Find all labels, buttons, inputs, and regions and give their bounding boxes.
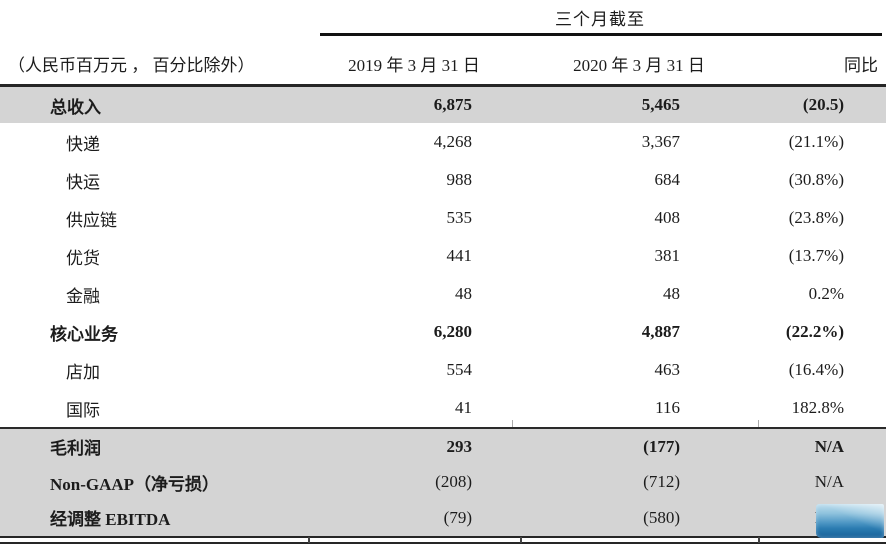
period-underline-rule <box>320 33 882 36</box>
value-2020: 408 <box>654 208 681 227</box>
value-2019: 554 <box>446 360 473 379</box>
value-2020: 48 <box>663 284 680 303</box>
unit-note: （人民币百万元 ， 百分比除外） <box>8 55 255 75</box>
value-yoy: N/A <box>814 436 844 456</box>
value-2020: 5,465 <box>641 95 680 114</box>
value-2020: 463 <box>654 360 681 379</box>
row-label: 国际 <box>66 400 100 420</box>
row-label: Non-GAAP（净亏损） <box>50 474 220 494</box>
table-row-express: 快递 4,268 3,367 (21.1%) <box>0 123 886 161</box>
value-2020: 4,887 <box>641 322 680 341</box>
table-row-non-gaap-net-loss: Non-GAAP（净亏损） (208) (712) N/A <box>0 465 886 501</box>
value-2019: 535 <box>446 208 473 227</box>
value-2020: 684 <box>654 170 681 189</box>
value-2019: 48 <box>455 284 472 303</box>
value-yoy: N/A <box>814 472 844 492</box>
value-2019: 41 <box>455 398 472 417</box>
value-yoy: (22.2%) <box>785 322 844 341</box>
value-2019: 4,268 <box>433 132 472 151</box>
table-row-core-business: 核心业务 6,280 4,887 (22.2%) <box>0 313 886 351</box>
row-label: 供应链 <box>66 210 117 230</box>
column-header-2020: 2020 年 3 月 31 日 <box>573 55 705 75</box>
value-2019: 988 <box>446 170 473 189</box>
column-header-yoy: 同比 <box>844 55 878 75</box>
row-label: 毛利润 <box>50 439 101 459</box>
row-label: 店加 <box>66 362 100 382</box>
table-row-total-revenue: 总收入 6,875 5,465 (20.5) <box>0 87 886 123</box>
value-yoy: 182.8% <box>791 398 844 417</box>
header-bottom-rule <box>0 84 886 87</box>
value-2019: (208) <box>435 472 472 492</box>
value-yoy: (16.4%) <box>788 360 844 379</box>
value-yoy: (20.5) <box>802 95 844 114</box>
period-title: 三个月截至 <box>555 10 645 29</box>
column-header-2019: 2019 年 3 月 31 日 <box>348 55 480 75</box>
value-2019: 293 <box>446 436 473 456</box>
value-yoy: (30.8%) <box>788 170 844 189</box>
value-2020: (177) <box>643 436 680 456</box>
row-label: 快递 <box>66 134 100 154</box>
column-divider-tick <box>758 420 759 427</box>
value-2019: (79) <box>443 507 472 527</box>
row-label: 经调整 EBITDA <box>50 510 171 530</box>
value-2020: 3,367 <box>641 132 680 151</box>
summary-section: 毛利润 293 (177) N/A Non-GAAP（净亏损） (208) (7… <box>0 427 886 536</box>
row-label: 优货 <box>66 248 100 268</box>
row-label: 总收入 <box>50 97 101 117</box>
column-divider-tick <box>512 420 513 427</box>
table-row-adjusted-ebitda: 经调整 EBITDA (79) (580) N/A <box>0 500 886 536</box>
value-yoy: (13.7%) <box>788 246 844 265</box>
value-2019: 6,875 <box>433 95 472 114</box>
table-row-dianjia: 店加 554 463 (16.4%) <box>0 351 886 389</box>
column-divider-tick <box>308 537 310 543</box>
value-yoy: (23.8%) <box>788 208 844 227</box>
table-row-supply-chain: 供应链 535 408 (23.8%) <box>0 199 886 237</box>
value-2020: 116 <box>655 398 680 417</box>
table-row-international: 国际 41 116 182.8% <box>0 389 886 427</box>
value-2020: (580) <box>643 507 680 527</box>
value-yoy: 0.2% <box>808 284 844 303</box>
row-label: 核心业务 <box>50 324 118 344</box>
watermark-smudge <box>816 504 884 538</box>
value-2019: 6,280 <box>433 322 472 341</box>
value-2020: 381 <box>654 246 681 265</box>
table-row-gross-profit: 毛利润 293 (177) N/A <box>0 429 886 465</box>
table-bottom-rule-upper <box>0 536 886 538</box>
column-divider-tick <box>758 537 760 543</box>
table-row-youhuo: 优货 441 381 (13.7%) <box>0 237 886 275</box>
column-divider-tick <box>520 537 522 543</box>
table-row-freight: 快运 988 684 (30.8%) <box>0 161 886 199</box>
value-2019: 441 <box>446 246 473 265</box>
table-body: 总收入 6,875 5,465 (20.5) 快递 4,268 3,367 (2… <box>0 87 886 536</box>
column-header-row: （人民币百万元 ， 百分比除外） 2019 年 3 月 31 日 2020 年 … <box>0 44 886 82</box>
table-row-finance: 金融 48 48 0.2% <box>0 275 886 313</box>
row-label: 金融 <box>66 286 100 306</box>
table-bottom-rule-lower <box>0 542 886 544</box>
value-2020: (712) <box>643 472 680 492</box>
row-label: 快运 <box>66 172 100 192</box>
value-yoy: (21.1%) <box>788 132 844 151</box>
